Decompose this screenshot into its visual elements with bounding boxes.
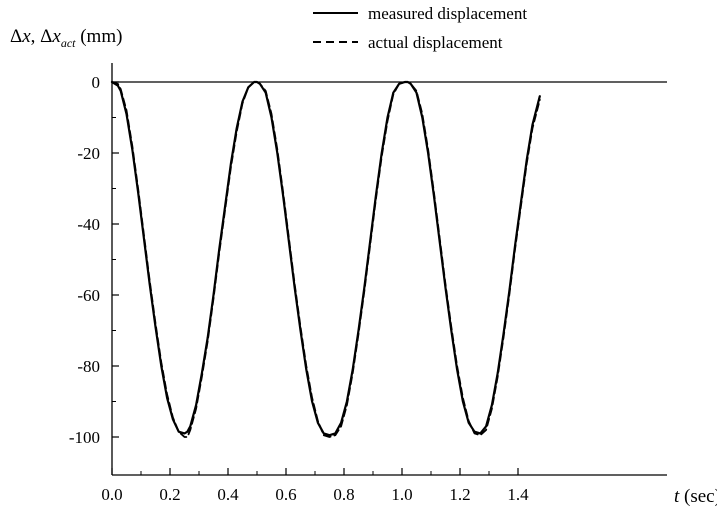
axes bbox=[111, 63, 667, 476]
x-tick-label: 1.2 bbox=[449, 485, 470, 504]
y-tick-label: -60 bbox=[77, 286, 100, 305]
x-tick-label: 1.0 bbox=[391, 485, 412, 504]
y-tick-label: -40 bbox=[77, 215, 100, 234]
x-tick-label: 0.6 bbox=[275, 485, 296, 504]
x-tick-label: 0.4 bbox=[217, 485, 239, 504]
y-tick-label: -20 bbox=[77, 144, 100, 163]
x-axis-title: t (sec) bbox=[674, 486, 717, 507]
x-tick-label: 1.4 bbox=[507, 485, 529, 504]
series-layer bbox=[110, 80, 541, 438]
y-axis-title: Δx, Δxact (mm) bbox=[10, 26, 122, 50]
measured-displacement-line bbox=[110, 80, 541, 437]
x-tick-label: 0.0 bbox=[101, 485, 122, 504]
legend: measured displacement actual displacemen… bbox=[313, 4, 527, 52]
ticks: 0.0 0.2 0.4 0.6 0.8 1.0 1.2 1.4 0 -20 -40 -60 -80 -10… bbox=[69, 73, 529, 504]
y-tick-label: -80 bbox=[77, 357, 100, 376]
x-tick-label: 0.2 bbox=[159, 485, 180, 504]
y-tick-label: -100 bbox=[69, 428, 100, 447]
x-tick-label: 0.8 bbox=[333, 485, 354, 504]
legend-label-actual: actual displacement bbox=[368, 33, 503, 52]
y-tick-label: 0 bbox=[92, 73, 101, 92]
actual-displacement-line bbox=[111, 81, 541, 438]
legend-label-measured: measured displacement bbox=[368, 4, 527, 23]
